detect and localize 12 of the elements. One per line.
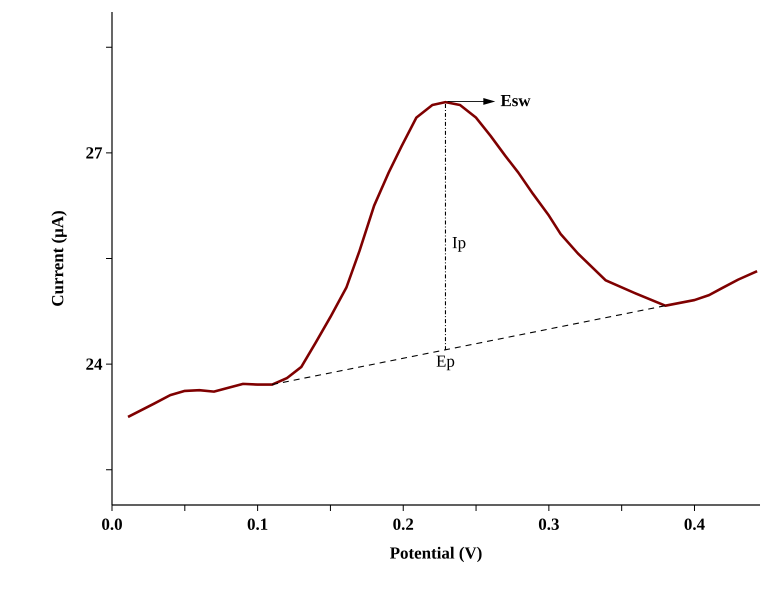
annotation: Ip xyxy=(452,237,466,252)
y-tick-label: 27 xyxy=(86,147,102,158)
x-tick-label: 0.3 xyxy=(538,518,559,530)
y-axis-title: Current (μA) xyxy=(51,211,67,306)
x-tick-label: 0.4 xyxy=(684,518,705,530)
annotation: Ep xyxy=(436,356,454,370)
x-tick-label: 0.1 xyxy=(248,518,268,530)
x-tick-label: 0.2 xyxy=(393,518,414,530)
annotation: Esw xyxy=(500,95,530,106)
x-tick-label: 0.0 xyxy=(102,518,122,530)
x-axis-title: Potential (V) xyxy=(390,546,482,562)
y-tick-label: 24 xyxy=(86,358,102,370)
